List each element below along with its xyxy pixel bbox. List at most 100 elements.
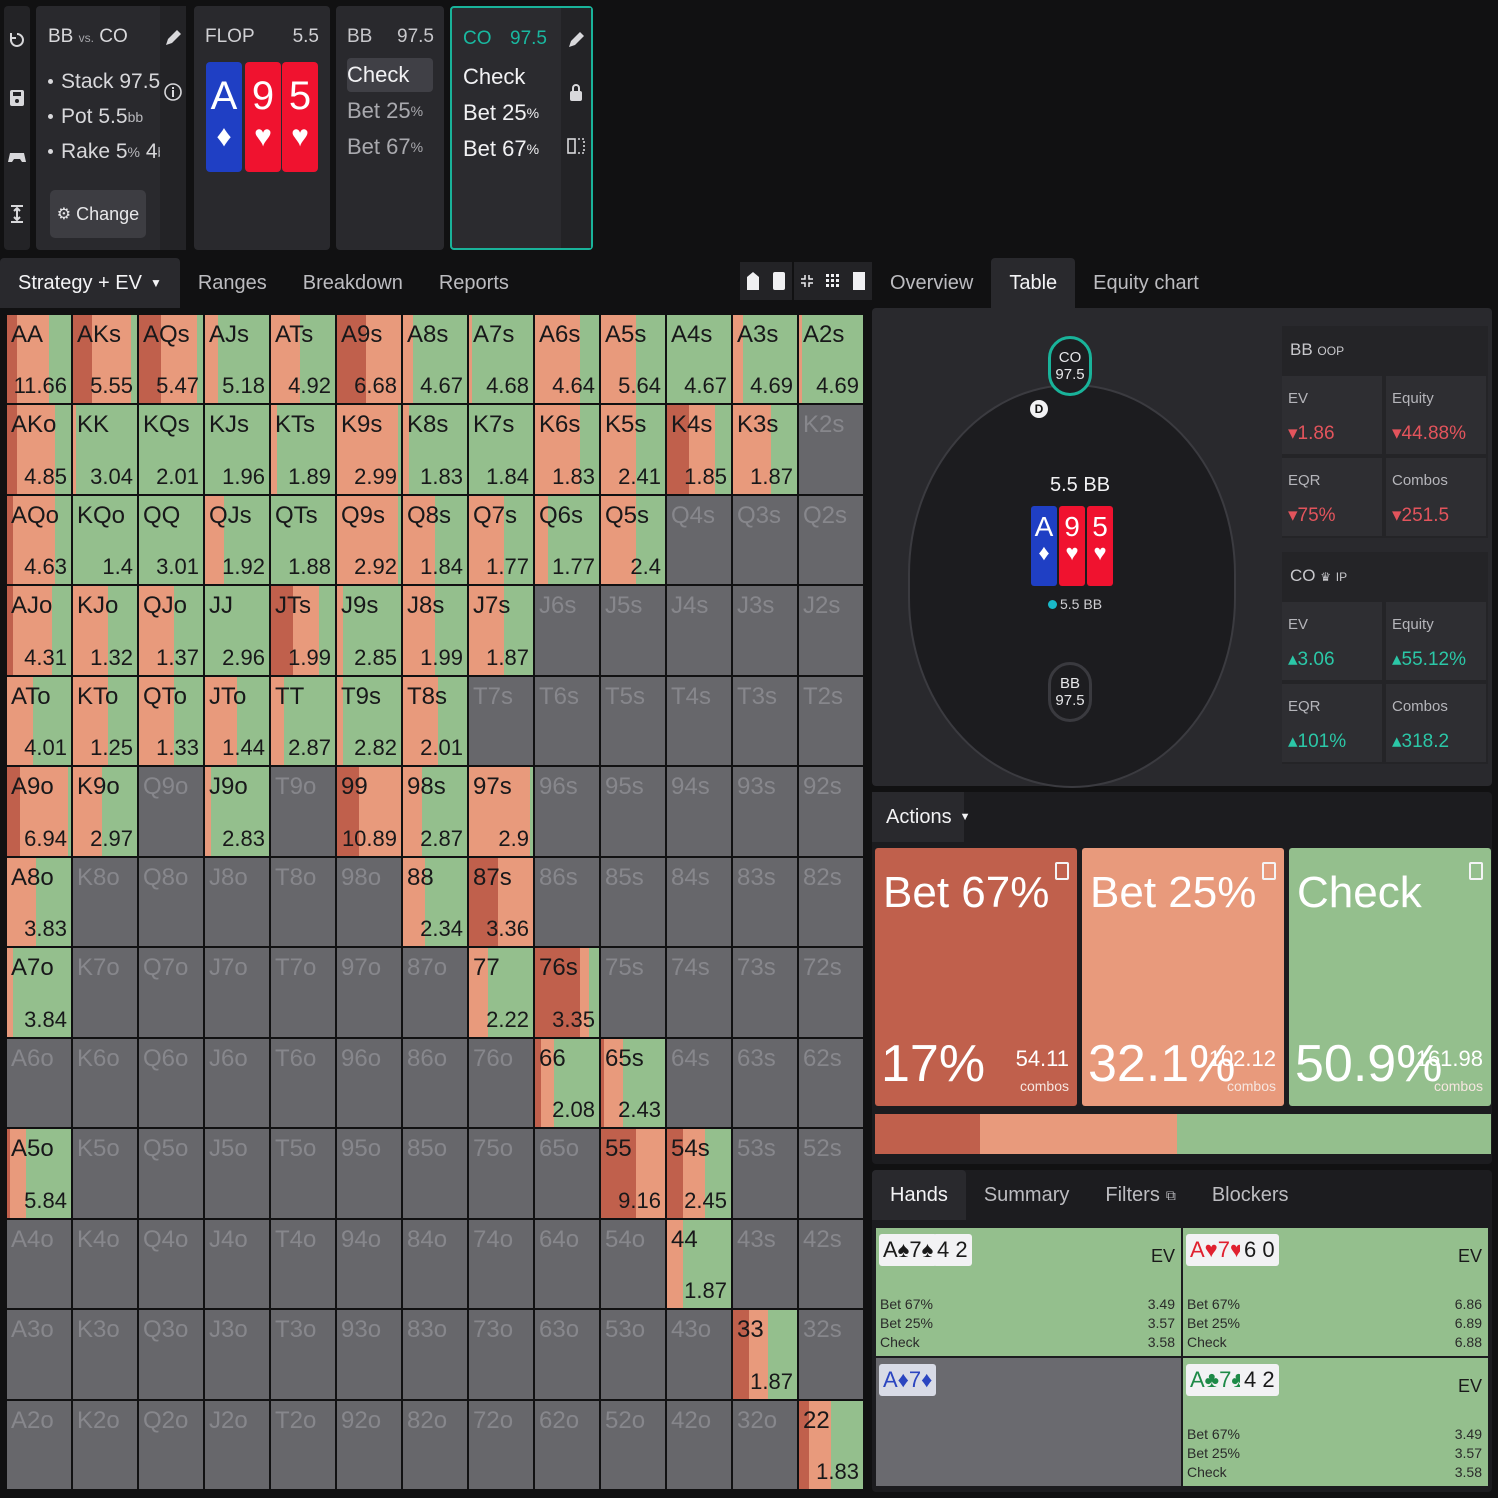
hand-cell-85s[interactable]: 85s	[600, 856, 666, 948]
grid-icon[interactable]	[820, 262, 846, 300]
hand-cell-kqo[interactable]: KQo 1.4	[72, 494, 138, 586]
hand-cell-53s[interactable]: 53s	[732, 1128, 798, 1219]
bb-option-bet25[interactable]: Bet 25%	[347, 98, 424, 123]
hand-cell-t7o[interactable]: T7o	[270, 947, 336, 1038]
hand-cell-aqo[interactable]: AQo 4.63	[6, 494, 72, 586]
hand-cell-t8s[interactable]: T8s 2.01	[402, 675, 468, 767]
edit-icon[interactable]	[163, 28, 183, 48]
hand-cell-a2o[interactable]: A2o	[6, 1399, 72, 1490]
hand-cell-j2s[interactable]: J2s	[798, 585, 864, 676]
hand-cell-a8s[interactable]: A8s 4.67	[402, 314, 468, 405]
hand-cell-a4s[interactable]: A4s 4.67	[666, 314, 732, 405]
full-card-icon[interactable]	[846, 262, 872, 300]
hand-cell-a5s[interactable]: A5s 5.64	[600, 314, 666, 405]
single-card-icon[interactable]	[766, 262, 792, 300]
hand-cell-j8o[interactable]: J8o	[204, 856, 270, 948]
hand-cell-j9s[interactable]: J9s 2.85	[336, 585, 402, 676]
hand-cell-95s[interactable]: 95s	[600, 766, 666, 857]
hand-cell-q2o[interactable]: Q2o	[138, 1399, 204, 1490]
hand-cell-72o[interactable]: 72o	[468, 1399, 534, 1490]
hand-cell-t2s[interactable]: T2s	[798, 675, 864, 767]
bb-option-check[interactable]: Check	[347, 58, 433, 92]
hand-cell-43s[interactable]: 43s	[732, 1218, 798, 1310]
hand-cell-83s[interactable]: 83s	[732, 856, 798, 948]
hand-cell-j8s[interactable]: J8s 1.99	[402, 585, 468, 676]
hand-cell-t4s[interactable]: T4s	[666, 675, 732, 767]
hand-cell-43o[interactable]: 43o	[666, 1309, 732, 1400]
hand-cell-75s[interactable]: 75s	[600, 947, 666, 1038]
hand-cell-52o[interactable]: 52o	[600, 1399, 666, 1490]
hand-cell-t7s[interactable]: T7s	[468, 675, 534, 767]
hand-cell-q9s[interactable]: Q9s 2.92	[336, 494, 402, 586]
hand-cell-t6s[interactable]: T6s	[534, 675, 600, 767]
save-icon[interactable]	[7, 88, 27, 108]
hand-cell-94s[interactable]: 94s	[666, 766, 732, 857]
hand-cell-86o[interactable]: 86o	[402, 1037, 468, 1129]
compact-icon[interactable]	[794, 262, 820, 300]
hand-cell-73o[interactable]: 73o	[468, 1309, 534, 1400]
hand-cell-96o[interactable]: 96o	[336, 1037, 402, 1129]
hand-cell-kjo[interactable]: KJo 1.32	[72, 585, 138, 676]
hand-cell-ajs[interactable]: AJs 5.18	[204, 314, 270, 405]
hand-cell-jto[interactable]: JTo 1.44	[204, 675, 270, 767]
hand-cell-74s[interactable]: 74s	[666, 947, 732, 1038]
hand-cell-99[interactable]: 99 10.89	[336, 766, 402, 857]
hand-cell-95o[interactable]: 95o	[336, 1128, 402, 1219]
hand-cell-53o[interactable]: 53o	[600, 1309, 666, 1400]
tab-overview[interactable]: Overview	[890, 271, 974, 294]
hand-cell-k8o[interactable]: K8o	[72, 856, 138, 948]
hand-cell-66[interactable]: 66 2.08	[534, 1037, 600, 1129]
hand-cell-qto[interactable]: QTo 1.33	[138, 675, 204, 767]
hand-cell-k8s[interactable]: K8s 1.83	[402, 404, 468, 495]
hand-cell-aa[interactable]: AA 11.66	[6, 314, 72, 405]
hand-cell-qjo[interactable]: QJo 1.37	[138, 585, 204, 676]
hand-cell-j7o[interactable]: J7o	[204, 947, 270, 1038]
hand-cell-97o[interactable]: 97o	[336, 947, 402, 1038]
hand-cell-76s[interactable]: 76s 3.35	[534, 947, 600, 1038]
hand-cell-a9o[interactable]: A9o 6.94	[6, 766, 72, 857]
hand-cell-83o[interactable]: 83o	[402, 1309, 468, 1400]
hand-cell-q3o[interactable]: Q3o	[138, 1309, 204, 1400]
hand-cell-kqs[interactable]: KQs 2.01	[138, 404, 204, 495]
hand-cell-a3o[interactable]: A3o	[6, 1309, 72, 1400]
hand-cell-k7o[interactable]: K7o	[72, 947, 138, 1038]
hand-cell-a3s[interactable]: A3s 4.69	[732, 314, 798, 405]
hand-cell-q2s[interactable]: Q2s	[798, 494, 864, 586]
hand-cell-k6s[interactable]: K6s 1.83	[534, 404, 600, 495]
hand-cell-t4o[interactable]: T4o	[270, 1218, 336, 1310]
bb-option-bet67[interactable]: Bet 67%	[347, 134, 424, 159]
card-icon[interactable]	[740, 262, 766, 300]
seat-co[interactable]: CO 97.5	[1048, 336, 1092, 396]
hand-cell-k9s[interactable]: K9s 2.99	[336, 404, 402, 495]
hand-cell-73s[interactable]: 73s	[732, 947, 798, 1038]
hand-cell-44[interactable]: 44 1.87	[666, 1218, 732, 1310]
hand-cell-a2s[interactable]: A2s 4.69	[798, 314, 864, 405]
hand-cell-92o[interactable]: 92o	[336, 1399, 402, 1490]
hand-cell-qq[interactable]: QQ 3.01	[138, 494, 204, 586]
seat-bb[interactable]: BB 97.5	[1048, 662, 1092, 722]
hand-cell-84o[interactable]: 84o	[402, 1218, 468, 1310]
co-option-bet25[interactable]: Bet 25%	[463, 100, 540, 125]
compare-icon[interactable]	[566, 136, 586, 156]
hand-cell-84s[interactable]: 84s	[666, 856, 732, 948]
hand-cell-63s[interactable]: 63s	[732, 1037, 798, 1129]
hand-cell-aks[interactable]: AKs 5.55	[72, 314, 138, 405]
hand-combo[interactable]: A♥7♥ 6 0 EV Bet 67% 6.86 Bet 25% 6.89 Check 6.88	[1183, 1228, 1488, 1356]
hand-cell-72s[interactable]: 72s	[798, 947, 864, 1038]
hand-cell-tt[interactable]: TT 2.87	[270, 675, 336, 767]
tab-equity-chart[interactable]: Equity chart	[1093, 271, 1199, 294]
hand-cell-q3s[interactable]: Q3s	[732, 494, 798, 586]
hand-cell-k5o[interactable]: K5o	[72, 1128, 138, 1219]
hand-cell-jts[interactable]: JTs 1.99	[270, 585, 336, 676]
details-icon[interactable]	[1262, 862, 1276, 880]
co-option-bet67[interactable]: Bet 67%	[463, 136, 540, 161]
hand-cell-kto[interactable]: KTo 1.25	[72, 675, 138, 767]
hand-cell-33[interactable]: 33 1.87	[732, 1309, 798, 1400]
hand-cell-98o[interactable]: 98o	[336, 856, 402, 948]
hand-cell-j4o[interactable]: J4o	[204, 1218, 270, 1310]
hand-cell-k4o[interactable]: K4o	[72, 1218, 138, 1310]
hand-cell-q7s[interactable]: Q7s 1.77	[468, 494, 534, 586]
hand-cell-a8o[interactable]: A8o 3.83	[6, 856, 72, 948]
hand-cell-93s[interactable]: 93s	[732, 766, 798, 857]
hand-cell-a6o[interactable]: A6o	[6, 1037, 72, 1129]
